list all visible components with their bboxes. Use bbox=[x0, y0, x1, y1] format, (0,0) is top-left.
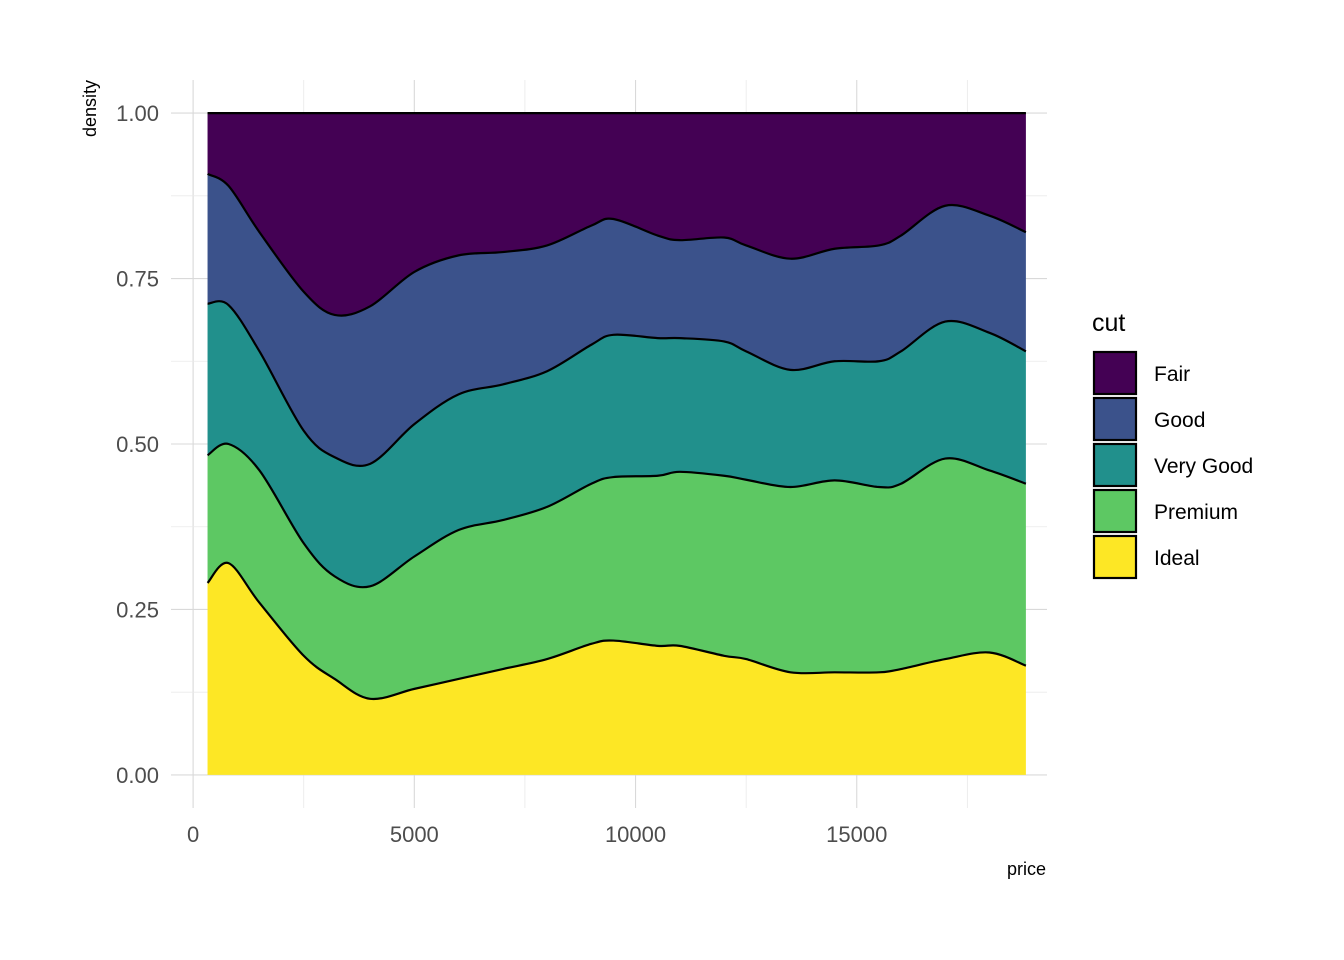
x-tick-label: 10000 bbox=[605, 822, 666, 847]
x-tick-label: 0 bbox=[187, 822, 199, 847]
band-boundary-1 bbox=[206, 561, 1027, 701]
band-boundary-3 bbox=[207, 300, 1027, 468]
legend-item-very-good: Very Good bbox=[1092, 442, 1253, 488]
y-tick-label: 0.00 bbox=[116, 763, 159, 788]
legend-swatch bbox=[1092, 396, 1138, 442]
legend-title: cut bbox=[1092, 309, 1125, 337]
legend-item-ideal: Ideal bbox=[1092, 534, 1200, 580]
density-bands bbox=[207, 113, 1026, 775]
band-boundary-4 bbox=[207, 172, 1027, 317]
band-ideal bbox=[207, 562, 1026, 775]
x-axis-ticks: 0 5000 10000 15000 bbox=[187, 822, 887, 847]
legend-label: Good bbox=[1154, 409, 1205, 432]
legend-item-good: Good bbox=[1092, 396, 1205, 442]
legend-label: Premium bbox=[1154, 501, 1238, 524]
legend-label: Ideal bbox=[1154, 547, 1200, 570]
band-boundaries bbox=[206, 111, 1027, 701]
y-tick-label: 0.50 bbox=[116, 432, 159, 457]
y-axis-title: density bbox=[80, 80, 100, 137]
legend: cut Fair Good Very Good Premium Ideal bbox=[1092, 309, 1253, 580]
legend-item-fair: Fair bbox=[1092, 350, 1190, 396]
x-tick-label: 5000 bbox=[390, 822, 439, 847]
band-premium bbox=[207, 443, 1026, 700]
legend-swatch bbox=[1092, 442, 1138, 488]
y-tick-label: 1.00 bbox=[116, 101, 159, 126]
legend-swatch bbox=[1092, 534, 1138, 580]
band-fair bbox=[207, 113, 1026, 316]
y-tick-label: 0.75 bbox=[116, 267, 159, 292]
legend-label: Very Good bbox=[1154, 455, 1253, 478]
band-good bbox=[207, 173, 1026, 466]
legend-swatch bbox=[1092, 488, 1138, 534]
legend-label: Fair bbox=[1154, 363, 1190, 386]
y-axis-ticks: 0.00 0.25 0.50 0.75 1.00 bbox=[116, 101, 159, 788]
y-tick-label: 0.25 bbox=[116, 597, 159, 622]
x-axis-title: price bbox=[1007, 859, 1046, 879]
band-boundary-2 bbox=[206, 442, 1027, 589]
band-very-good bbox=[207, 301, 1026, 588]
legend-swatch bbox=[1092, 350, 1138, 396]
legend-item-premium: Premium bbox=[1092, 488, 1238, 534]
x-tick-label: 15000 bbox=[826, 822, 887, 847]
